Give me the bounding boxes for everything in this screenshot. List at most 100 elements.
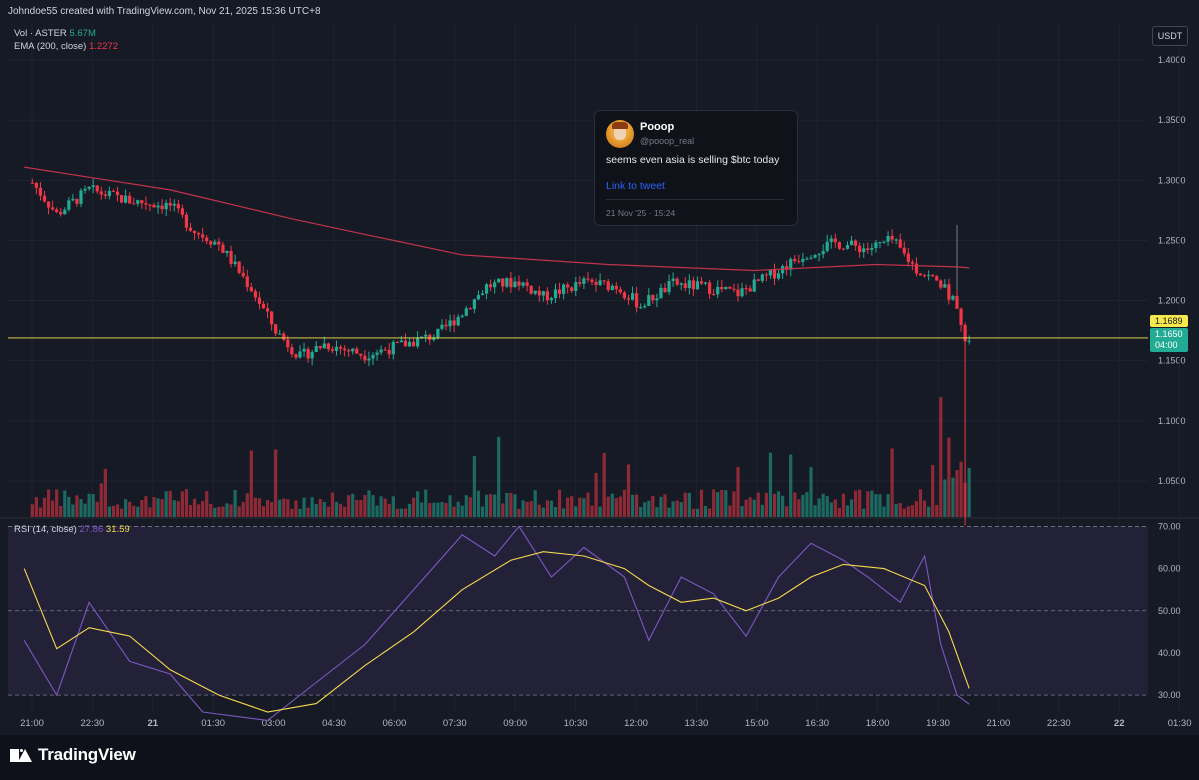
candle-body (849, 240, 854, 246)
volume-bar (890, 448, 894, 517)
candle-body (699, 281, 704, 284)
volume-bar (213, 507, 217, 517)
candle-body (322, 343, 326, 349)
candle-body (817, 254, 821, 256)
tradingview-logo[interactable]: TradingView (10, 745, 136, 765)
volume-bar (768, 452, 773, 517)
candle-body (302, 348, 306, 352)
volume-bar (497, 436, 501, 517)
volume-bar (411, 497, 416, 517)
volume-bar (756, 492, 760, 517)
avatar (606, 120, 634, 148)
tradingview-logo-icon (10, 748, 32, 762)
candle-body (740, 288, 744, 297)
candle-body (245, 276, 249, 288)
candle-body (136, 200, 140, 204)
candle-body (614, 285, 618, 290)
volume-bar (440, 502, 444, 517)
volume-bar (176, 501, 180, 517)
candle-body (728, 286, 732, 289)
volume-bar (379, 496, 383, 517)
tweet-link[interactable]: Link to tweet (606, 180, 665, 192)
volume-bar (274, 449, 278, 517)
volume-bar (505, 493, 509, 517)
volume-bar (939, 397, 943, 517)
candle-body (566, 284, 570, 288)
volume-bar (371, 495, 375, 517)
time-tick-label: 19:30 (926, 718, 950, 729)
candle-body (833, 238, 837, 243)
volume-bar (172, 500, 176, 517)
candle-body (363, 355, 367, 361)
volume-bar (671, 501, 675, 517)
volume-bar (801, 494, 805, 517)
candle-body (841, 248, 846, 250)
volume-bar (257, 498, 262, 517)
volume-bar (740, 506, 744, 517)
time-tick-label: 21:00 (987, 718, 1011, 729)
current-price-tag: 1.1650 04:00 (1150, 328, 1188, 352)
candle-body (221, 244, 225, 253)
volume-bar (533, 490, 537, 517)
volume-bar (663, 494, 667, 517)
chart-svg[interactable]: 1.0500 1.1000 1.1500 1.2000 1.2500 1.3000 1.35… (0, 0, 1199, 735)
candle-body (854, 240, 858, 246)
volume-bar (858, 489, 862, 517)
candle-body (557, 289, 562, 294)
candle-body (403, 340, 408, 347)
candle-body (306, 348, 310, 359)
volume-bar (699, 489, 704, 517)
volume-bar (703, 505, 708, 517)
time-tick-label: 10:30 (564, 718, 588, 729)
ema-legend-label: EMA (200, close) (14, 41, 87, 52)
time-tick-label: 01:30 (201, 718, 225, 729)
rsi-legend: RSI (14, close) 27.86 31.59 (14, 524, 130, 535)
candle-body (586, 278, 590, 280)
candle-body (541, 291, 545, 296)
candle-body (379, 349, 383, 353)
candle-body (752, 279, 756, 292)
volume-bar (253, 497, 257, 517)
volume-bar (683, 492, 687, 517)
volume-bar (501, 503, 505, 517)
candle-body (493, 282, 497, 288)
volume-bar (245, 493, 249, 517)
current-price-value: 1.1650 (1155, 329, 1183, 339)
volume-bar (833, 499, 837, 517)
candle-body (318, 346, 322, 349)
candle-body (716, 286, 720, 295)
volume-bar (330, 492, 335, 517)
rsi-ma-line (23, 551, 970, 713)
time-tick-label: 22:30 (81, 718, 105, 729)
candle-body (602, 280, 606, 282)
tweet-author-name: Pooop (640, 121, 675, 133)
volume-bar (51, 500, 55, 517)
volume-bar (626, 464, 631, 517)
volume-bar (128, 501, 132, 517)
volume-bar (156, 498, 160, 517)
candle-body (407, 341, 412, 347)
currency-button[interactable]: USDT (1152, 26, 1188, 46)
volume-bar (367, 490, 371, 517)
volume-bar (602, 452, 606, 517)
candle-body (525, 282, 529, 286)
candle-body (959, 308, 963, 325)
time-tick-label: 21:00 (20, 718, 44, 729)
volume-bar (124, 499, 128, 517)
volume-bar (866, 491, 870, 517)
volume-bar (391, 496, 395, 517)
candle-body (509, 278, 513, 288)
volume-bar (570, 496, 574, 517)
candle-body (691, 280, 695, 290)
candle-body (764, 274, 768, 276)
volume-bar (168, 490, 172, 517)
volume-bar (618, 496, 622, 517)
candle-body (809, 257, 813, 259)
volume-bar (375, 505, 379, 517)
candle-body (886, 236, 890, 242)
candle-body (184, 214, 189, 228)
volume-bar (59, 505, 63, 517)
volume-bar (107, 506, 111, 517)
candle-body (249, 287, 253, 292)
watermark-header: Johndoe55 created with TradingView.com, … (8, 6, 321, 17)
